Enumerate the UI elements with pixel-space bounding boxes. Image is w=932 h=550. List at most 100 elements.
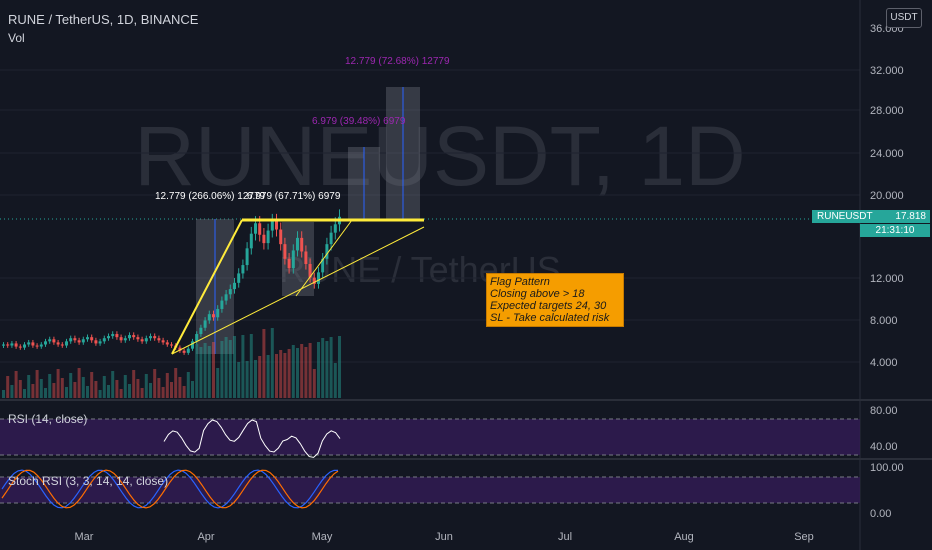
candle-body	[304, 251, 308, 265]
price-grid	[0, 69, 860, 363]
symbol-title[interactable]: RUNE / TetherUS, 1D, BINANCE	[8, 12, 199, 27]
volume-bar	[165, 373, 169, 398]
candle-body	[245, 248, 249, 266]
price-tick: 4.000	[870, 357, 898, 369]
candle-body	[321, 258, 325, 273]
volume-bar	[14, 371, 18, 398]
volume-bar	[191, 381, 194, 398]
volume-bar	[333, 363, 337, 398]
candle-body	[31, 342, 35, 346]
volume-bar	[90, 372, 94, 398]
candle-body	[128, 335, 131, 339]
candle-body	[27, 342, 31, 345]
candle-body	[333, 224, 337, 233]
volume-bar	[10, 385, 14, 398]
volume-bar	[56, 369, 60, 398]
volume-bar	[86, 386, 89, 398]
candle-body	[35, 345, 39, 347]
volume-bar	[39, 379, 43, 398]
candle-body	[220, 300, 224, 309]
volume-bars	[2, 328, 341, 398]
time-tick: Jun	[435, 531, 453, 543]
candle-body	[199, 327, 203, 335]
candle-body	[195, 334, 199, 342]
candle-body	[224, 294, 228, 301]
rsi-label[interactable]: RSI (14, close)	[8, 412, 87, 426]
candle-body	[86, 337, 89, 340]
volume-bar	[157, 378, 161, 398]
volume-bar	[266, 355, 270, 398]
volume-bar	[98, 390, 102, 398]
support-trendline-1	[171, 226, 425, 355]
candle-body	[102, 338, 106, 342]
volume-bar	[115, 380, 119, 398]
candle-body	[52, 339, 56, 343]
volume-bar	[275, 354, 278, 398]
volume-bar	[258, 356, 262, 398]
candle-body	[115, 334, 119, 338]
candle-body	[312, 277, 316, 284]
candle-body	[149, 336, 152, 339]
time-tick: Jul	[558, 531, 572, 543]
volume-bar	[52, 383, 56, 398]
candle-body	[132, 335, 136, 338]
candle-body	[228, 289, 232, 295]
currency-button[interactable]: USDT	[886, 8, 922, 28]
measure-label-left: 12.779 (266.06%) 12779	[155, 191, 266, 202]
candle-body	[56, 342, 60, 345]
candle-body	[107, 336, 110, 339]
price-tick: 12.000	[870, 273, 904, 285]
rsi-line	[163, 419, 341, 458]
stoch-tick: 0.00	[870, 508, 891, 520]
countdown-tag: 21:31:10	[860, 224, 930, 237]
volume-bar	[161, 387, 165, 398]
price-tick: 20.000	[870, 190, 904, 202]
pattern-note[interactable]: Flag Pattern Closing above > 18 Expected…	[486, 273, 624, 327]
candle-body	[23, 344, 26, 348]
volume-bar	[94, 381, 98, 398]
last-price-tag: RUNEUSDT 17.818	[812, 210, 930, 223]
candle-body	[39, 344, 43, 347]
stoch-k-line	[1, 469, 339, 509]
volume-bar	[199, 347, 203, 398]
volume-bar	[18, 380, 22, 398]
volume-bar	[249, 334, 253, 398]
candle-body	[157, 338, 161, 341]
candle-body	[308, 264, 312, 278]
stoch-d-line	[1, 469, 339, 509]
price-tick: 28.000	[870, 105, 904, 117]
candle-body	[144, 338, 148, 342]
volume-bar	[262, 329, 266, 398]
candle-body	[291, 250, 295, 269]
stoch-band	[0, 477, 860, 503]
volume-bar	[300, 344, 304, 398]
volume-bar	[31, 384, 35, 398]
candle-body	[275, 221, 278, 230]
volume-bar	[241, 335, 245, 398]
last-price-symbol: RUNEUSDT	[817, 211, 873, 222]
stoch-label[interactable]: Stoch RSI (3, 3, 14, 14, close)	[8, 474, 168, 488]
volume-bar	[144, 374, 148, 398]
volume-bar	[212, 342, 215, 398]
volume-bar	[207, 346, 211, 398]
volume-label[interactable]: Vol	[8, 31, 25, 45]
candle-body	[73, 338, 77, 341]
volume-bar	[23, 389, 26, 398]
volume-bar	[128, 384, 131, 398]
volume-bar	[237, 362, 241, 398]
candle-body	[233, 282, 236, 290]
volume-bar	[48, 374, 52, 398]
note-line: Flag Pattern	[490, 276, 550, 288]
price-tick: 32.000	[870, 65, 904, 77]
volume-bar	[65, 387, 68, 398]
time-tick: Aug	[674, 531, 694, 543]
volume-bar	[216, 368, 220, 398]
candle-body	[2, 344, 5, 346]
volume-bar	[312, 369, 316, 398]
candle-body	[329, 232, 333, 245]
volume-bar	[140, 388, 144, 398]
candle-body	[69, 338, 73, 342]
candle-body	[178, 347, 182, 351]
stoch-axis: 100.00 0.00	[870, 462, 904, 520]
